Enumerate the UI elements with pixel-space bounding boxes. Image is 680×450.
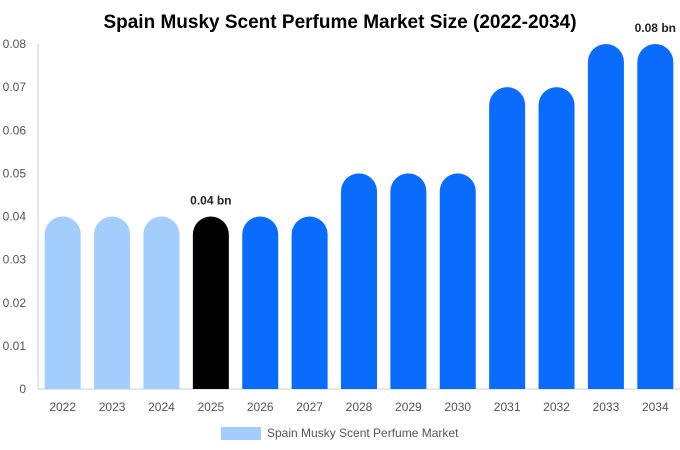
- y-axis-ticks: 0 0.01 0.02 0.03 0.04 0.05 0.06 0.07 0.08: [3, 37, 27, 396]
- y-tick-label: 0: [19, 382, 26, 396]
- data-label-2025: 0.04 bn: [190, 194, 231, 208]
- chart-title: Spain Musky Scent Perfume Market Size (2…: [103, 12, 576, 33]
- x-tick-label: 2025: [197, 400, 224, 414]
- x-axis-ticks: 2022 2023 2024 2025 2026 2027 2028 2029 2030 2031…: [49, 400, 669, 414]
- x-tick-label: 2030: [444, 400, 471, 414]
- x-tick-label: 2023: [99, 400, 126, 414]
- bar-2028[interactable]: [341, 173, 377, 389]
- y-tick-label: 0.01: [3, 339, 27, 353]
- bar-2032[interactable]: [538, 87, 575, 389]
- x-tick-label: 2026: [247, 400, 274, 414]
- y-tick-label: 0.03: [3, 253, 27, 267]
- bar-2022[interactable]: [44, 216, 81, 390]
- y-tick-label: 0.04: [3, 210, 27, 224]
- bars-group: [44, 44, 674, 390]
- x-tick-label: 2029: [395, 400, 422, 414]
- bar-2034[interactable]: [637, 44, 674, 389]
- x-tick-label: 2033: [593, 400, 620, 414]
- x-tick-label: 2024: [148, 400, 175, 414]
- x-tick-label: 2032: [543, 400, 570, 414]
- x-tick-label: 2028: [346, 400, 373, 414]
- bar-2023[interactable]: [94, 216, 131, 390]
- bar-2024[interactable]: [143, 216, 180, 390]
- bar-2025[interactable]: [192, 216, 229, 390]
- legend-swatch: [221, 427, 261, 440]
- bar-2033[interactable]: [587, 44, 624, 389]
- x-tick-label: 2027: [296, 400, 323, 414]
- bar-2026[interactable]: [242, 216, 279, 390]
- legend[interactable]: Spain Musky Scent Perfume Market: [221, 426, 459, 440]
- legend-label: Spain Musky Scent Perfume Market: [267, 426, 459, 440]
- bar-2027[interactable]: [291, 216, 328, 390]
- y-tick-label: 0.06: [3, 123, 27, 137]
- y-tick-label: 0.08: [3, 37, 27, 51]
- data-label-2034: 0.08 bn: [635, 21, 676, 35]
- x-tick-label: 2031: [494, 400, 521, 414]
- x-tick-label: 2034: [642, 400, 669, 414]
- y-tick-label: 0.05: [3, 166, 27, 180]
- y-tick-label: 0.07: [3, 80, 27, 94]
- bar-2031[interactable]: [489, 87, 526, 389]
- data-labels: 0.04 bn 0.08 bn: [190, 21, 676, 208]
- bar-2029[interactable]: [390, 173, 427, 389]
- x-tick-label: 2022: [49, 400, 76, 414]
- bar-2030[interactable]: [439, 173, 476, 389]
- y-tick-label: 0.02: [3, 296, 27, 310]
